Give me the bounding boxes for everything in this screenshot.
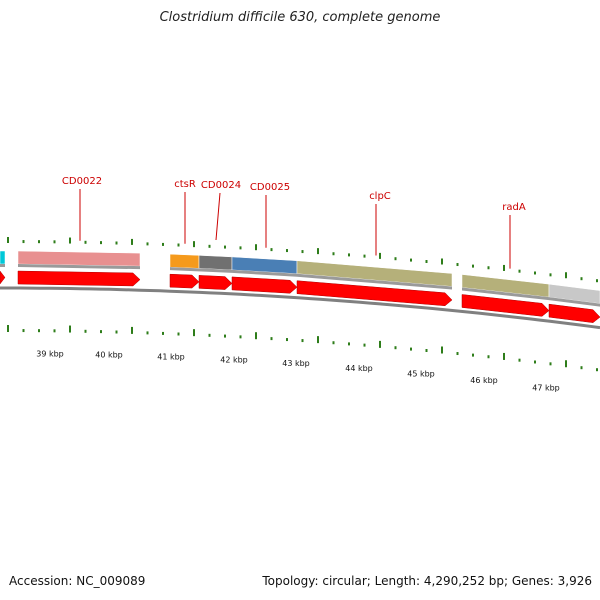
accession-text: Accession: NC_009089 [9, 574, 146, 588]
gene-arrow [169, 273, 200, 289]
gene-arrow [17, 270, 141, 287]
gene-bar-shadow [18, 264, 140, 270]
gene-arrow [461, 294, 550, 317]
backbone-line [0, 286, 600, 330]
kbp-label: 40 kbp [95, 350, 123, 359]
gene-bar [548, 283, 600, 304]
gene-arrow [296, 280, 453, 307]
gene-bar [296, 260, 453, 287]
gene-bar-shadow [170, 267, 199, 272]
gene-bar-shadow [232, 269, 297, 277]
kbp-label: 41 kbp [157, 352, 185, 361]
gene-arrow [548, 303, 600, 323]
gene-bar [17, 250, 141, 267]
gene-arrow [198, 275, 233, 290]
kbp-label: 46 kbp [470, 376, 498, 385]
kbp-label: 42 kbp [220, 355, 248, 364]
gene-bar-shadow [462, 287, 549, 301]
gene-label-clpC: clpC [369, 191, 391, 202]
gene-label-CD0022: CD0022 [62, 176, 102, 187]
gene-bar [169, 253, 200, 269]
kbp-label: 43 kbp [282, 359, 310, 368]
gene-label-CD0025: CD0025 [250, 182, 290, 193]
kbp-label: 45 kbp [407, 369, 435, 378]
gene-arrow [0, 270, 6, 285]
gene-label-CD0024: CD0024 [201, 180, 241, 191]
gene-label-radA: radA [502, 202, 526, 213]
gene-bar [198, 255, 233, 271]
gene-arrow [231, 276, 298, 294]
kbp-label: 44 kbp [345, 364, 373, 373]
kbp-label: 39 kbp [36, 349, 64, 358]
kbp-label: 47 kbp [532, 383, 560, 392]
gene-bar-shadow [199, 268, 232, 273]
gene-label-ctsR: ctsR [174, 179, 196, 190]
gene-bar-shadow [0, 264, 5, 268]
gene-bar-shadow [549, 297, 600, 307]
gene-leader-line [215, 192, 221, 241]
gene-bar [0, 250, 6, 265]
genome-summary: Topology: circular; Length: 4,290,252 bp… [262, 574, 592, 588]
gene-bar-shadow [297, 273, 452, 290]
map-title: Clostridium difficile 630, complete geno… [159, 10, 441, 25]
